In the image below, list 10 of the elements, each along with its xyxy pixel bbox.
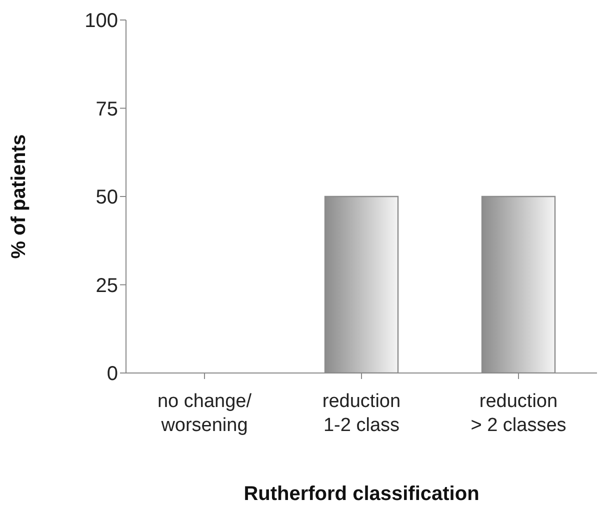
y-tick-label: 50 xyxy=(96,186,118,209)
x-axis-title: Rutherford classification xyxy=(244,483,480,505)
y-tick-label: 25 xyxy=(96,274,118,297)
y-axis-title: % of patients xyxy=(8,134,30,259)
y-tick-label: 100 xyxy=(84,10,118,32)
x-tick-label: no change/ worsening xyxy=(157,391,252,436)
y-tick-label: 0 xyxy=(106,363,118,386)
y-tick-label: 75 xyxy=(96,98,118,120)
x-tick-label: reduction > 2 classes xyxy=(470,391,566,436)
x-tick-label: reduction 1-2 class xyxy=(322,391,401,436)
